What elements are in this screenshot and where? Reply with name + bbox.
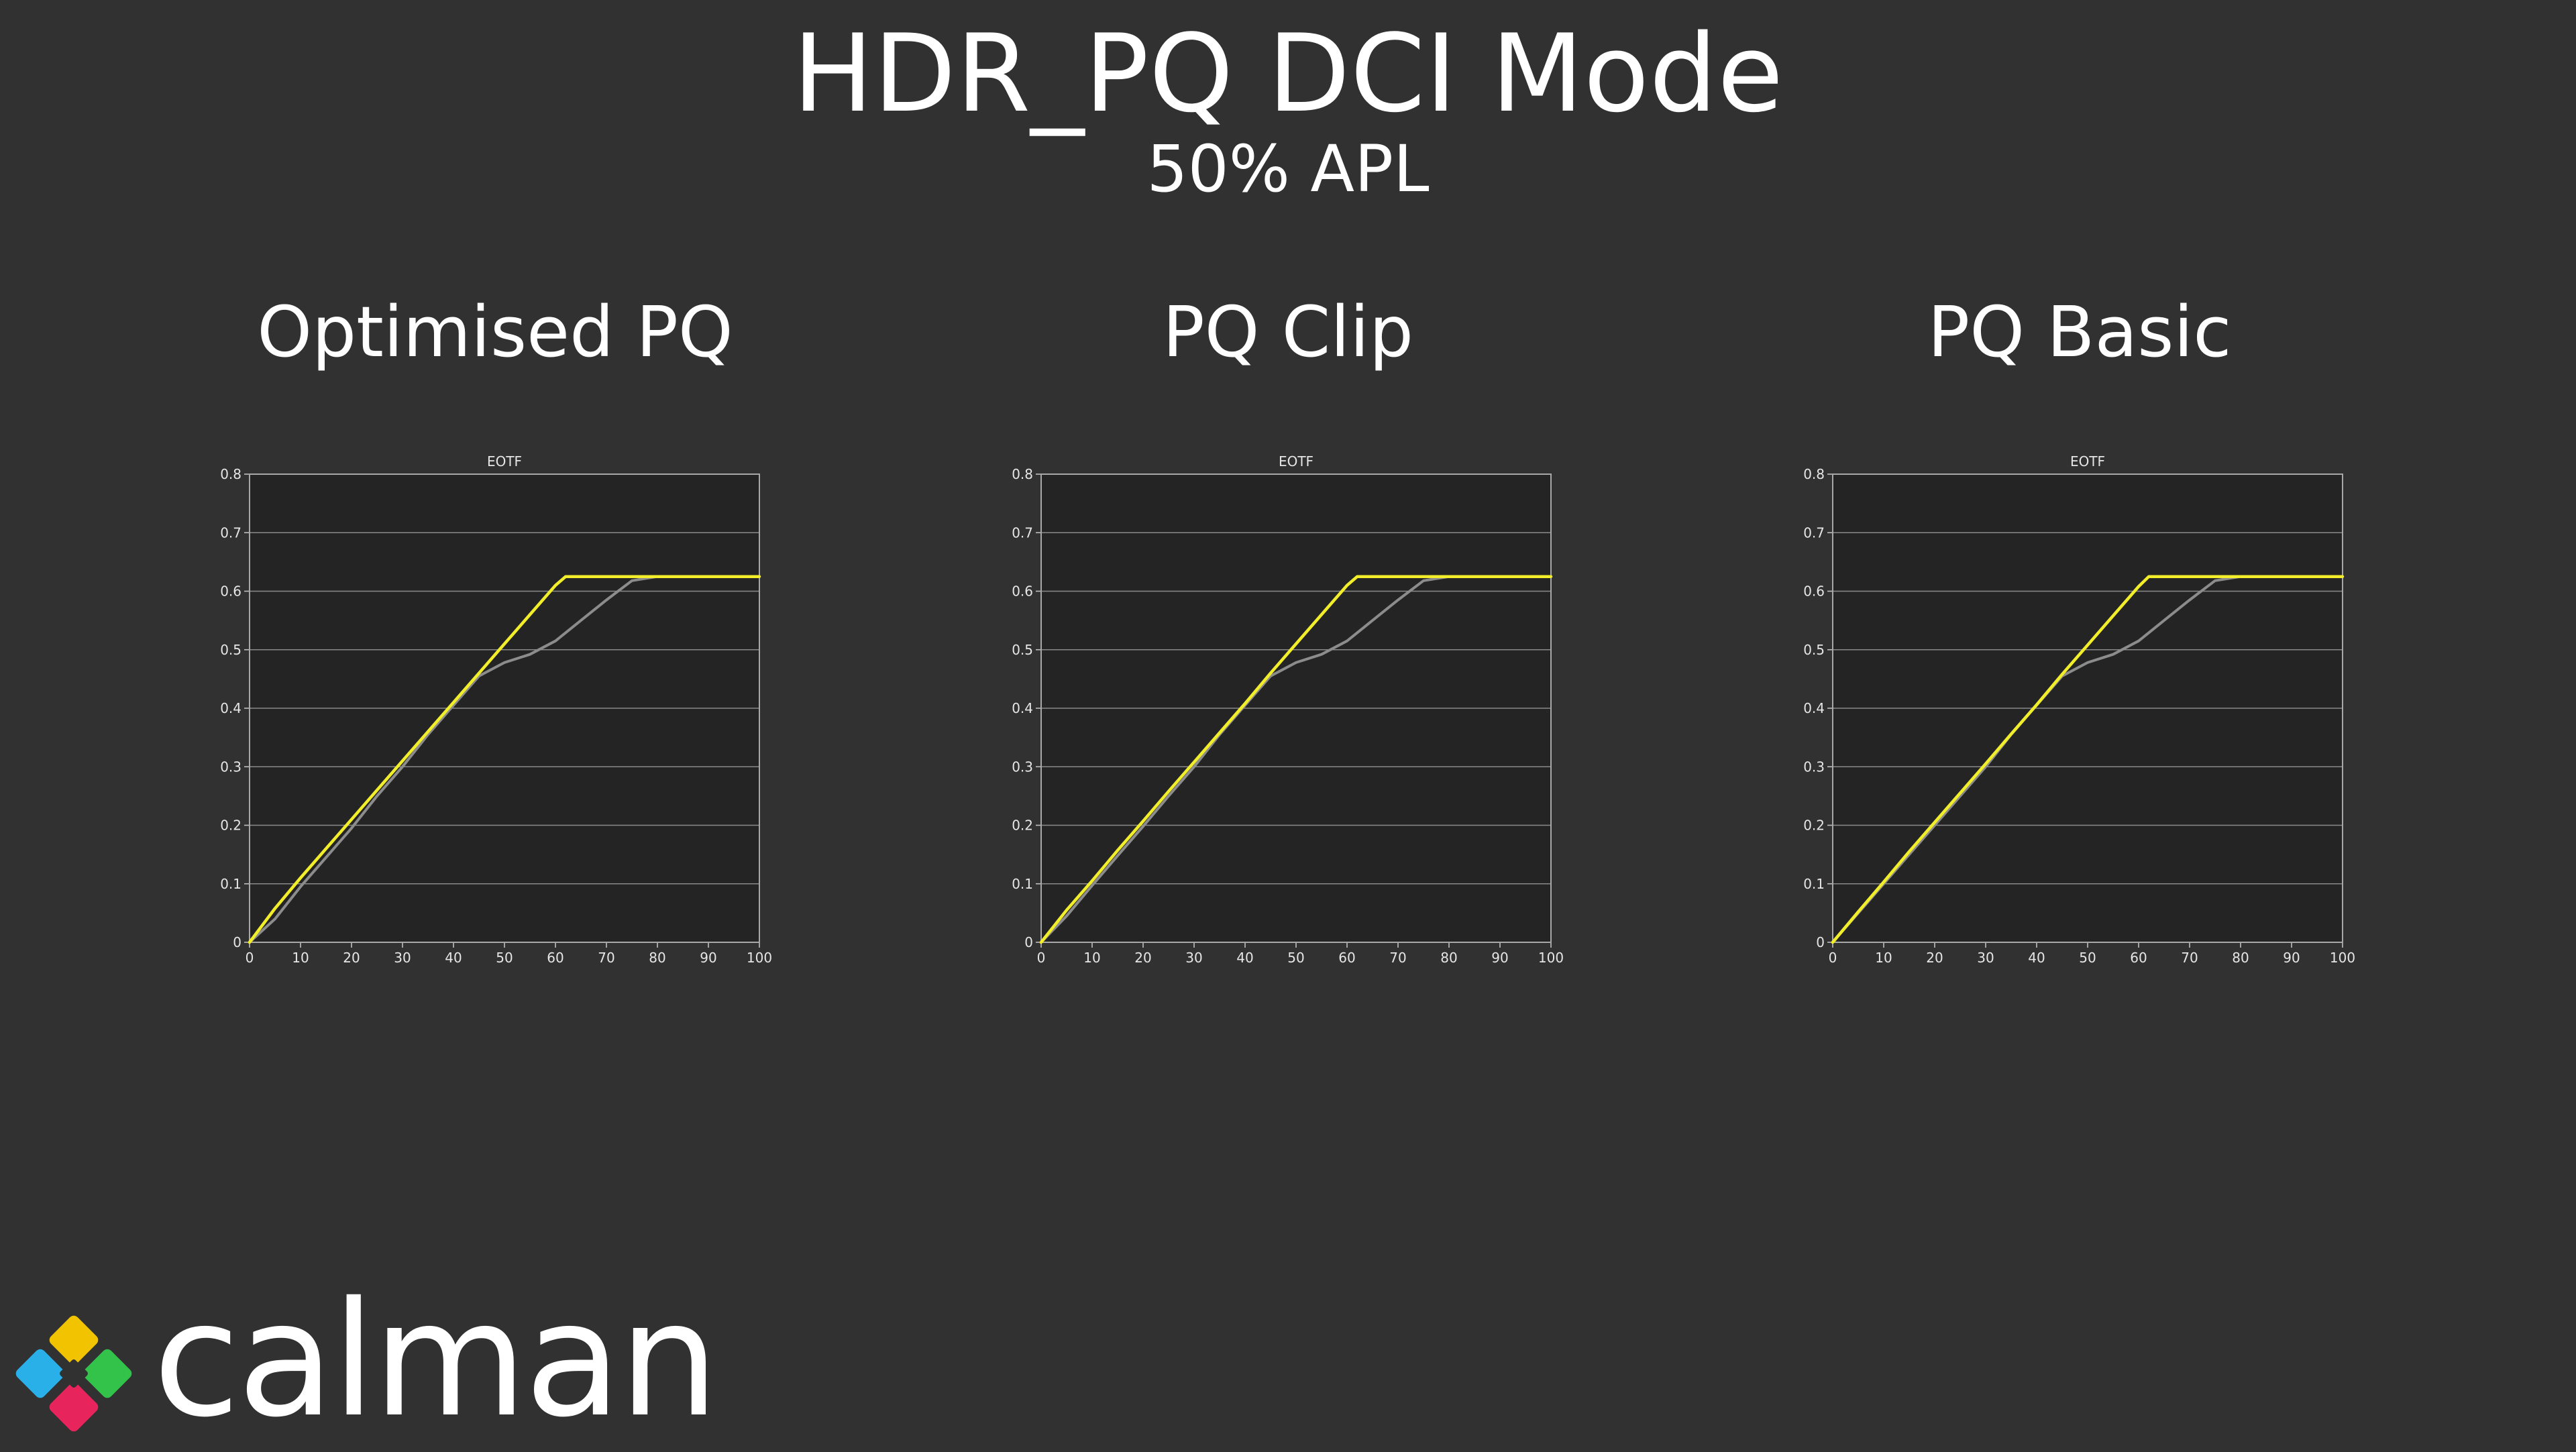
x-tick-label: 70 [1389, 950, 1406, 966]
y-tick-label: 0 [1024, 934, 1033, 950]
x-tick-label: 60 [1338, 950, 1355, 966]
eotf-chart-pq-clip: EOTF 0 0.1 0.2 0.3 0.4 0.5 0.6 0.7 0.8 0 10 20 30 40 50… [1012, 453, 1564, 966]
x-tick-label: 70 [598, 950, 614, 966]
x-tick-label: 10 [1875, 950, 1892, 966]
x-tick-label: 10 [292, 950, 309, 966]
y-tick-label: 0.5 [1803, 642, 1825, 658]
y-tick-label: 0.3 [1012, 759, 1033, 775]
y-tick-label: 0.4 [220, 700, 241, 716]
panel-title-0: Optimised PQ [257, 291, 733, 373]
y-tick-label: 0 [233, 934, 241, 950]
y-tick-label: 0.8 [1012, 466, 1033, 482]
y-tick-label: 0.4 [1012, 700, 1033, 716]
x-tick-label: 40 [445, 950, 462, 966]
x-tick-label: 0 [1037, 950, 1046, 966]
y-tick-label: 0 [1816, 934, 1825, 950]
series-line-measured [248, 575, 761, 944]
y-tick-label: 0.7 [1012, 524, 1033, 541]
y-tick-label: 0.1 [1012, 876, 1033, 892]
chart-title: EOTF [2070, 453, 2105, 469]
panel-title-2: PQ Basic [1927, 291, 2232, 373]
x-tick-label: 100 [747, 950, 772, 966]
x-tick-label: 0 [1829, 950, 1837, 966]
y-tick-label: 0.8 [1803, 466, 1825, 482]
x-tick-label: 40 [1236, 950, 1253, 966]
y-tick-label: 0.5 [220, 642, 241, 658]
y-tick-label: 0.1 [1803, 876, 1825, 892]
plot-frame [1040, 473, 1552, 943]
x-tick-label: 100 [2330, 950, 2355, 966]
x-tick-label: 20 [1926, 950, 1943, 966]
calman-logo-icon [15, 1315, 132, 1432]
x-tick-label: 20 [1134, 950, 1151, 966]
x-tick-label: 40 [2028, 950, 2045, 966]
chart-title: EOTF [487, 453, 522, 469]
y-tick-label: 0.2 [1803, 818, 1825, 834]
plot-frame [249, 473, 760, 943]
x-tick-label: 60 [547, 950, 564, 966]
x-tick-label: 70 [2181, 950, 2198, 966]
x-tick-label: 50 [2079, 950, 2096, 966]
series-line-measured [1831, 575, 2345, 944]
panel-title-1: PQ Clip [1162, 291, 1414, 373]
x-tick-label: 80 [649, 950, 665, 966]
calman-logo-text: calman [153, 1268, 719, 1452]
x-tick-label: 0 [246, 950, 254, 966]
x-tick-label: 80 [1440, 950, 1457, 966]
page-subtitle: 50% APL [1146, 131, 1430, 207]
y-tick-label: 0.3 [220, 759, 241, 775]
x-tick-label: 20 [343, 950, 360, 966]
chart-title: EOTF [1279, 453, 1313, 469]
x-tick-label: 90 [2283, 950, 2300, 966]
x-tick-label: 80 [2232, 950, 2249, 966]
plot-frame [1832, 473, 2343, 943]
y-tick-label: 0.2 [220, 818, 241, 834]
y-tick-label: 0.7 [1803, 524, 1825, 541]
page-title: HDR_PQ DCI Mode [792, 11, 1784, 136]
y-tick-label: 0.6 [1803, 583, 1825, 600]
y-tick-label: 0.6 [220, 583, 241, 600]
y-tick-label: 0.6 [1012, 583, 1033, 600]
x-tick-label: 30 [394, 950, 411, 966]
y-tick-label: 0.3 [1803, 759, 1825, 775]
y-tick-label: 0.1 [220, 876, 241, 892]
x-tick-label: 10 [1083, 950, 1100, 966]
y-tick-label: 0.4 [1803, 700, 1825, 716]
x-tick-label: 50 [496, 950, 513, 966]
x-tick-label: 30 [1977, 950, 1994, 966]
x-tick-label: 100 [1538, 950, 1564, 966]
eotf-chart-optimised-pq: EOTF 0 0.1 0.2 0.3 0.4 0.5 0.6 0.7 0.8 0 10 20 30 40 50… [220, 453, 772, 966]
y-tick-label: 0.7 [220, 524, 241, 541]
y-tick-label: 0.5 [1012, 642, 1033, 658]
y-tick-label: 0.2 [1012, 818, 1033, 834]
x-tick-label: 50 [1287, 950, 1304, 966]
y-tick-label: 0.8 [220, 466, 241, 482]
x-tick-label: 60 [2130, 950, 2147, 966]
x-tick-label: 90 [1491, 950, 1508, 966]
x-tick-label: 30 [1185, 950, 1202, 966]
series-line-measured [1039, 575, 1553, 944]
x-tick-label: 90 [700, 950, 716, 966]
series-line-target [248, 575, 761, 944]
series-line-target [1040, 575, 1552, 944]
eotf-chart-pq-basic: EOTF 0 0.1 0.2 0.3 0.4 0.5 0.6 0.7 0.8 0 10 20 30 40 50… [1803, 453, 2355, 966]
